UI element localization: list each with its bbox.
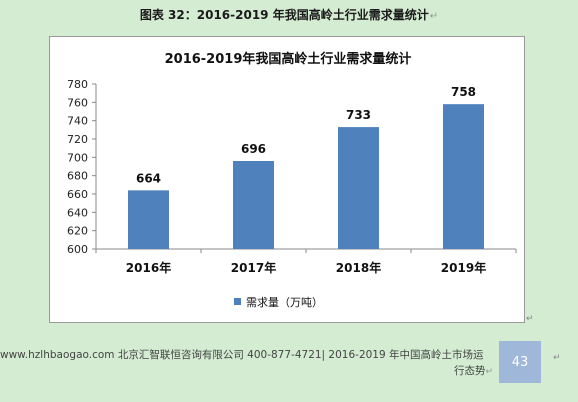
bar [233,161,274,249]
y-tick-label: 620 [67,225,88,238]
footer-line-2-text: 行态势 [454,365,486,377]
bar [338,127,379,249]
figure-caption-text: 图表 32：2016-2019 年我国高岭土行业需求量统计 [139,8,429,22]
y-tick-label: 600 [67,243,88,256]
chart-title: 2016-2019年我国高岭土行业需求量统计 [165,51,412,67]
figure-caption: 图表 32：2016-2019 年我国高岭土行业需求量统计↵ [0,6,578,23]
data-label: 696 [241,142,266,156]
footer-line-2: 行态势↵ [0,363,510,380]
page-footer: www.hzlhbaogao.com 北京汇智联恒咨询有限公司 400-877-… [0,347,510,380]
bar [443,104,484,250]
y-tick-label: 760 [67,96,88,109]
paragraph-mark: ↵ [485,367,494,377]
bar [128,190,169,249]
legend-swatch [234,298,241,305]
paragraph-mark: ↵ [429,11,439,22]
legend-label: 需求量（万吨） [246,296,323,309]
y-tick-label: 660 [67,188,88,201]
x-tick-label: 2016年 [126,260,171,275]
chart-container: 2016-2019年我国高岭土行业需求量统计 600 620 640 660 680 700… [49,36,525,323]
x-tick-label: 2017年 [231,260,276,275]
y-tick-label: 780 [67,78,88,91]
y-tick-label: 640 [67,206,88,219]
footer-line-1: www.hzlhbaogao.com 北京汇智联恒咨询有限公司 400-877-… [0,349,484,361]
data-label: 733 [346,108,371,122]
data-label: 758 [451,85,476,99]
x-tick-label: 2019年 [441,260,486,275]
y-tick-label: 680 [67,170,88,183]
y-tick-label: 700 [67,151,88,164]
bar-chart: 2016-2019年我国高岭土行业需求量统计 600 620 640 660 680 700… [67,51,517,309]
y-tick-label: 740 [67,115,88,128]
page-number-badge: 43 [499,341,541,383]
data-label: 664 [136,171,161,185]
paragraph-mark: ↵ [553,353,561,363]
y-tick-label: 720 [67,133,88,146]
x-tick-label: 2018年 [336,260,381,275]
paragraph-mark: ↵ [526,314,534,324]
